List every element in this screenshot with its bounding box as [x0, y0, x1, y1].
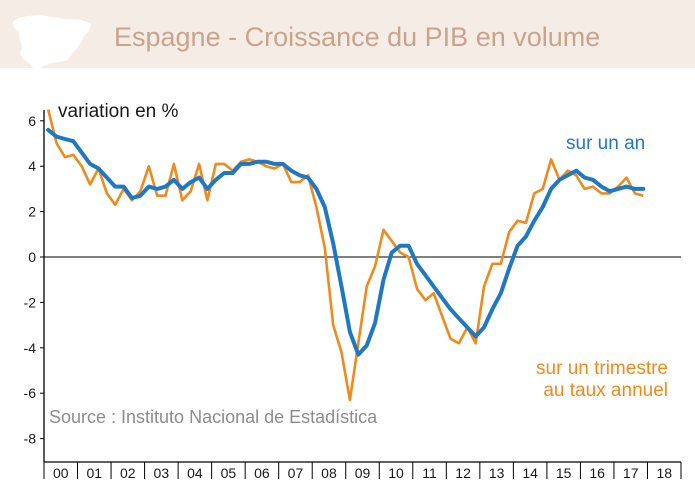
y-tick-label: -6 — [24, 385, 37, 401]
x-tick-label: 05 — [221, 465, 237, 481]
series-line-annual — [46, 127, 646, 357]
chart-title: Espagne - Croissance du PIB en volume — [114, 22, 600, 52]
x-tick-label: 15 — [556, 465, 572, 481]
x-tick-label: 09 — [355, 465, 371, 481]
x-tick-label: 01 — [87, 465, 103, 481]
y-tick-label: -4 — [24, 340, 37, 356]
x-tick-label: 03 — [154, 465, 170, 481]
y-tick-label: -2 — [24, 294, 37, 310]
spain-map-icon — [13, 15, 91, 70]
y-tick-label: 0 — [28, 249, 36, 265]
y-axis-label: variation en % — [58, 101, 179, 122]
y-tick-label: 6 — [28, 113, 36, 129]
legend-label-quarterly-line2: au taux annuel — [543, 380, 668, 401]
legend-label-quarterly-line1: sur un trimestre — [536, 358, 668, 379]
x-tick-label: 02 — [120, 465, 136, 481]
x-tick-label: 12 — [455, 465, 471, 481]
series-line-quarterly — [46, 109, 644, 402]
y-tick-label: 2 — [28, 204, 36, 220]
x-tick-label: 06 — [254, 465, 270, 481]
x-tick-group: 00 01 02 03 04 05 06 07 08 09 10 11 12 13 14 15 16 17 18 — [43, 462, 682, 481]
y-tick-group: 6 4 2 0 -2 -4 -6 -8 — [24, 113, 44, 447]
x-tick-label: 04 — [187, 465, 203, 481]
x-tick-label: 17 — [623, 465, 639, 481]
x-tick-label: 00 — [53, 465, 69, 481]
header-band — [0, 0, 695, 68]
y-tick-label: -8 — [24, 431, 37, 447]
x-tick-label: 08 — [321, 465, 337, 481]
legend-label-annual: sur un an — [566, 133, 645, 154]
x-tick-label: 11 — [422, 465, 437, 481]
x-tick-label: 13 — [489, 465, 505, 481]
x-tick-label: 14 — [522, 465, 538, 481]
source-note: Source : Instituto Nacional de Estadísti… — [49, 407, 378, 427]
x-tick-label: 10 — [388, 465, 404, 481]
chart-axes — [43, 110, 681, 463]
x-tick-label: 16 — [589, 465, 605, 481]
y-tick-label: 4 — [28, 158, 36, 174]
x-tick-label: 18 — [656, 465, 672, 481]
x-tick-label: 07 — [288, 465, 304, 481]
